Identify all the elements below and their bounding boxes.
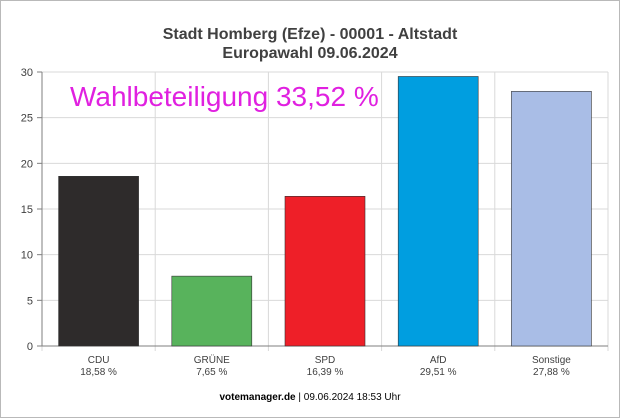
data-label: 27,88 % [533,367,570,378]
footer-timestamp: | 09.06.2024 18:53 Uhr [298,392,401,403]
data-label: 18,58 % [80,367,117,378]
chart-subtitle: Europawahl 09.06.2024 [222,45,398,62]
x-tick-label: CDU [88,355,110,366]
bar-sonstige [511,91,592,347]
y-tick-label: 5 [27,295,33,307]
bar-spd [284,196,366,347]
data-label: 16,39 % [307,367,344,378]
y-tick-label: 25 [21,113,33,125]
y-tick-label: 0 [27,341,33,353]
x-tick-label: SPD [315,355,336,366]
y-tick-label: 10 [21,250,33,262]
y-tick-label: 15 [21,204,33,216]
bar-grüne [171,275,253,347]
y-tick-label: 20 [21,158,33,170]
y-tick-label: 30 [21,67,33,79]
data-label: 7,65 % [196,367,227,378]
x-tick-label: AfD [430,355,447,366]
footer: votemanager.de | 09.06.2024 18:53 Uhr [0,392,620,403]
footer-source: votemanager.de [219,392,296,403]
bar-cdu [58,176,139,347]
x-tick-label: Sonstige [532,355,571,366]
chart-title: Stadt Homberg (Efze) - 00001 - Altstadt [162,26,458,43]
turnout-annotation: Wahlbeteiligung 33,52 % [70,81,379,112]
bar-afd [397,76,479,347]
data-label: 29,51 % [420,367,457,378]
x-tick-label: GRÜNE [194,354,230,366]
